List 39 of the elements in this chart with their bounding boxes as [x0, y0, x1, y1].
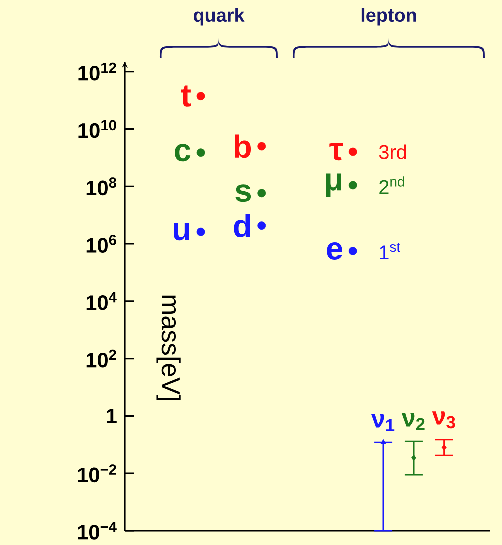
- y-tick-label: 10$^{−2}$: [78, 464, 116, 483]
- point: [348, 181, 358, 190]
- y-axis-title: mass[eV]: [156, 296, 181, 400]
- point: [196, 228, 206, 236]
- series-label: ν$_{1}$: [372, 414, 395, 432]
- point: [258, 142, 266, 151]
- point: [196, 148, 206, 158]
- y-tick-label: 10$^{10}$: [78, 120, 116, 138]
- point: [442, 444, 447, 451]
- point: [348, 148, 358, 156]
- series-label: 1$^{st}$: [380, 242, 400, 260]
- data-label: t: [181, 86, 192, 107]
- y-tick-label: 1: [107, 409, 117, 424]
- data-label: u: [174, 224, 190, 241]
- data-label: τ: [330, 143, 344, 161]
- data-label: e: [327, 242, 343, 260]
- series-label: 2$^{nd}$: [380, 176, 404, 194]
- data-label: b: [234, 134, 252, 158]
- y-tick-label: 10$^{4}$: [86, 292, 117, 310]
- y-tick-label: 10$^{6}$: [86, 235, 116, 253]
- data-label: s: [236, 184, 252, 202]
- series-label: 3rd: [379, 144, 406, 160]
- point: [412, 454, 416, 462]
- text: quark: [194, 8, 245, 26]
- point: [258, 189, 266, 198]
- y-tick-label: 10$^{−4}$: [78, 522, 117, 540]
- y-tick-label: 10$^{2}$: [86, 350, 116, 368]
- point: [196, 92, 206, 101]
- data-label: c: [175, 144, 191, 162]
- data-label: d: [234, 214, 250, 238]
- series-label: ν$_{3}$: [432, 412, 456, 429]
- y-tick-label: 10$^{8}$: [86, 178, 117, 196]
- y-tick-label: 10$^{12}$: [78, 62, 116, 81]
- series-label: ν$_{2}$: [402, 414, 425, 430]
- data-label: μ: [326, 174, 342, 198]
- text: lepton: [362, 8, 416, 26]
- point: [348, 247, 358, 256]
- point: [380, 439, 386, 444]
- point: [258, 222, 266, 230]
